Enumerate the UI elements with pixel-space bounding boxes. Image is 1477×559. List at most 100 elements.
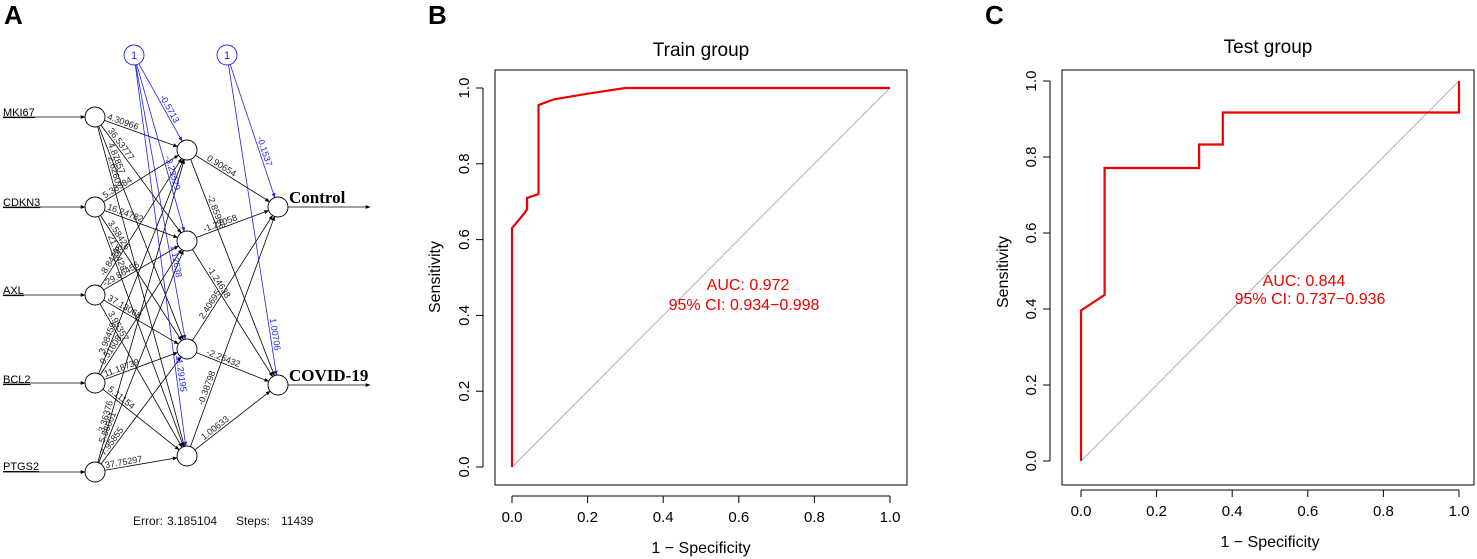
edge-input-hidden [104, 352, 179, 380]
y-tick-label: 0.2 [1023, 375, 1040, 396]
bias-node [216, 44, 238, 66]
x-tick-label: 0.8 [804, 509, 825, 526]
y-tick-label: 0.4 [1023, 299, 1040, 320]
network-nodes [84, 44, 289, 483]
weight-label: 0.90654 [205, 153, 238, 179]
edge-input-hidden [100, 124, 182, 234]
edge-hidden-output [192, 215, 273, 341]
bias-node-label: 1 [224, 50, 230, 62]
input-node [84, 461, 106, 483]
panel-label-b: B [428, 0, 447, 30]
y-tick-label: 0.4 [456, 305, 473, 326]
y-axis-label: Sensitivity [995, 236, 1012, 308]
curve-layer [1079, 81, 1461, 461]
steps-value: 11439 [281, 514, 314, 528]
x-tick-label: 0.4 [653, 509, 674, 526]
error-value: 3.185104 [167, 514, 217, 528]
roc-curve [1079, 81, 1461, 461]
x-axis-label: 1 − Specificity [1220, 534, 1319, 551]
edge-bias-output [228, 64, 278, 376]
roc-chart-train: 0.0 0.2 0.4 0.6 0.8 1.0 0.0 0.2 0.4 0.6 0.8 1.0 Tr… [427, 40, 908, 557]
edge-input-hidden [104, 210, 179, 238]
y-tick-label: 0.8 [1023, 147, 1040, 168]
plot-frame [1061, 69, 1475, 486]
x-tick-label: 0.0 [502, 509, 523, 526]
x-tick-label: 0.8 [1373, 503, 1394, 520]
weight-label: -0.38798 [196, 369, 218, 406]
reference-diagonal-layer [511, 87, 891, 468]
x-axis: 0.0 0.2 0.4 0.6 0.8 1.0 [1071, 489, 1470, 520]
weight-label: -0.1537 [255, 135, 274, 167]
edge-hidden-output [196, 352, 270, 382]
input-label: CDKN3 [3, 197, 40, 209]
edge-bias-hidden [135, 64, 187, 340]
roc-chart-test: 0.0 0.2 0.4 0.6 0.8 1.0 0.0 0.2 0.4 0.6 0.8 1.0 Te… [995, 37, 1475, 551]
edge-hidden-output [190, 159, 275, 377]
output-label-covid: COVID-19 [289, 366, 368, 385]
input-node [84, 372, 106, 394]
edge-hidden-output [190, 215, 275, 447]
weight-label: 1.00633 [199, 414, 231, 442]
reference-line [511, 87, 891, 468]
output-label-control: Control [289, 188, 346, 207]
edge-input-hidden [104, 456, 178, 471]
curve-layer [510, 86, 890, 467]
edge-bias-output [229, 64, 276, 198]
x-tick-label: 0.6 [1297, 503, 1318, 520]
plot-frame [494, 69, 908, 486]
x-tick-label: 0.0 [1071, 503, 1092, 520]
input-node [84, 106, 106, 128]
input-label: MKI67 [3, 107, 35, 119]
hidden-node [176, 445, 198, 467]
error-label: Error: [133, 514, 163, 528]
reference-diagonal-layer [1080, 80, 1460, 462]
roc-curve [510, 86, 890, 467]
reference-line [1080, 80, 1460, 462]
edge-input-hidden [103, 299, 179, 345]
y-tick-label: 0.8 [456, 153, 473, 174]
weight-label: 1.00706 [268, 317, 283, 351]
y-tick-label: 0.0 [1023, 451, 1040, 472]
edge-bias-hidden [138, 63, 183, 142]
edge-hidden-output [195, 154, 270, 203]
output-node [267, 196, 289, 218]
x-tick-label: 0.2 [577, 509, 598, 526]
x-tick-label: 0.2 [1146, 503, 1167, 520]
x-axis-label: 1 − Specificity [651, 540, 750, 557]
y-tick-label: 1.0 [1023, 71, 1040, 92]
training-summary: Error: 3.185104 Steps: 11439 [133, 514, 314, 528]
network-edges [3, 63, 371, 474]
edge-input-hidden [97, 126, 186, 447]
ci-annotation: 95% CI: 0.934−0.998 [669, 297, 820, 314]
input-label: AXL [3, 285, 24, 297]
output-node [267, 374, 289, 396]
y-axis: 0.0 0.2 0.4 0.6 0.8 1.0 [456, 78, 484, 478]
steps-label: Steps: [236, 514, 270, 528]
chart-title: Train group [653, 40, 749, 61]
input-node [84, 196, 106, 218]
y-axis: 0.0 0.2 0.4 0.6 0.8 1.0 [1023, 71, 1051, 472]
hidden-node [176, 139, 198, 161]
panel-label-c: C [985, 0, 1004, 30]
x-tick-label: 0.6 [728, 509, 749, 526]
y-tick-label: 0.2 [456, 381, 473, 402]
edge-input-hidden [98, 126, 184, 341]
edge-input-hidden [104, 119, 179, 148]
edge-input-hidden [98, 249, 184, 463]
y-axis-label: Sensitivity [427, 241, 444, 313]
y-tick-label: 0.0 [456, 457, 473, 478]
edge-hidden-output [194, 390, 271, 451]
x-tick-label: 1.0 [880, 509, 901, 526]
x-tick-label: 1.0 [1449, 503, 1470, 520]
panel-label-a: A [4, 0, 23, 30]
weight-label: -3.23529 [163, 155, 182, 192]
edge-bias-hidden [136, 64, 185, 232]
y-tick-label: 1.0 [456, 78, 473, 99]
input-node [84, 284, 106, 306]
input-label: BCL2 [3, 374, 31, 386]
edge-input-hidden [100, 356, 182, 465]
edge-input-hidden [99, 303, 183, 448]
edge-hidden-output [192, 249, 273, 377]
edge-hidden-output [196, 210, 270, 238]
edge-input-hidden [100, 158, 182, 287]
